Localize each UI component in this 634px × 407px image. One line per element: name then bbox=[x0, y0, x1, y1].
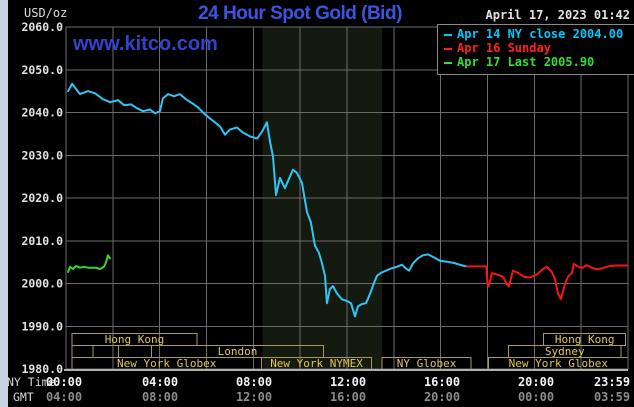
x-tick-gmt: 20:00 bbox=[423, 389, 461, 404]
legend-item: Apr 16 Sunday bbox=[444, 41, 634, 55]
y-tick-label: 1980.0 bbox=[21, 362, 63, 376]
session-label: London bbox=[218, 345, 258, 358]
units-label: USD/oz bbox=[24, 6, 68, 20]
x-tick-ny: 16:00 bbox=[423, 374, 461, 389]
x-tick-ny: 20:00 bbox=[517, 374, 555, 389]
x-tick-gmt: 12:00 bbox=[235, 389, 273, 404]
session-box bbox=[92, 345, 120, 358]
session-box bbox=[118, 345, 152, 358]
kitco-watermark-link[interactable]: www.kitco.com bbox=[73, 33, 218, 55]
x-tick-ny: 12:00 bbox=[329, 374, 367, 389]
session-label: New York Globex bbox=[509, 357, 609, 370]
x-tick-ny: 23:59 bbox=[593, 374, 631, 389]
x-tick-gmt: 04:00 bbox=[45, 389, 83, 404]
session-label: New York NYMEX bbox=[270, 357, 363, 370]
session-label: Sydney bbox=[545, 345, 585, 358]
gmt-axis-label: GMT bbox=[13, 390, 34, 404]
ny-time-axis-label: NY Time bbox=[7, 375, 56, 389]
price-line-apr-16-sunday bbox=[465, 262, 628, 300]
price-line-apr-17-last bbox=[67, 254, 111, 273]
legend-label: Apr 17 Last 2005.90 bbox=[457, 55, 595, 69]
session-box bbox=[71, 345, 94, 358]
y-tick-label: 2030.0 bbox=[21, 148, 63, 162]
y-tick-label: 2040.0 bbox=[21, 106, 63, 120]
x-tick-gmt: 16:00 bbox=[329, 389, 367, 404]
session-label: Hong Kong bbox=[555, 333, 615, 346]
y-tick-label: 1990.0 bbox=[21, 319, 63, 333]
legend-item: Apr 14 NY close 2004.00 bbox=[444, 27, 634, 41]
legend-label: Apr 14 NY close 2004.00 bbox=[457, 27, 624, 41]
y-tick-label: 2050.0 bbox=[21, 63, 63, 77]
x-tick-ny: 00:00 bbox=[45, 374, 83, 389]
session-label: Hong Kong bbox=[105, 333, 165, 346]
x-tick-gmt: 08:00 bbox=[141, 389, 179, 404]
legend: Apr 14 NY close 2004.00 Apr 16 Sunday Apr … bbox=[437, 24, 634, 75]
y-tick-label: 2010.0 bbox=[21, 234, 63, 248]
page-left-margin bbox=[0, 0, 8, 407]
x-tick-ny: 08:00 bbox=[235, 374, 273, 389]
x-tick-gmt: 00:00 bbox=[517, 389, 555, 404]
y-tick-label: 2020.0 bbox=[21, 191, 63, 205]
legend-dash-icon bbox=[444, 61, 452, 64]
price-line-apr-14-ny-close bbox=[67, 82, 468, 318]
chart-datetime: April 17, 2023 01:42 bbox=[485, 8, 631, 22]
session-label: NY Globex bbox=[397, 357, 457, 370]
legend-dash-icon bbox=[444, 47, 452, 50]
legend-item: Apr 17 Last 2005.90 bbox=[444, 55, 634, 69]
session-label: New York Globex bbox=[117, 357, 217, 370]
x-tick-gmt: 03:59 bbox=[593, 389, 631, 404]
y-tick-label: 2060.0 bbox=[21, 20, 63, 34]
legend-dash-icon bbox=[444, 33, 452, 36]
y-tick-label: 2000.0 bbox=[21, 277, 63, 291]
x-tick-ny: 04:00 bbox=[141, 374, 179, 389]
chart-title: 24 Hour Spot Gold (Bid) bbox=[198, 3, 402, 24]
legend-label: Apr 16 Sunday bbox=[457, 41, 551, 55]
